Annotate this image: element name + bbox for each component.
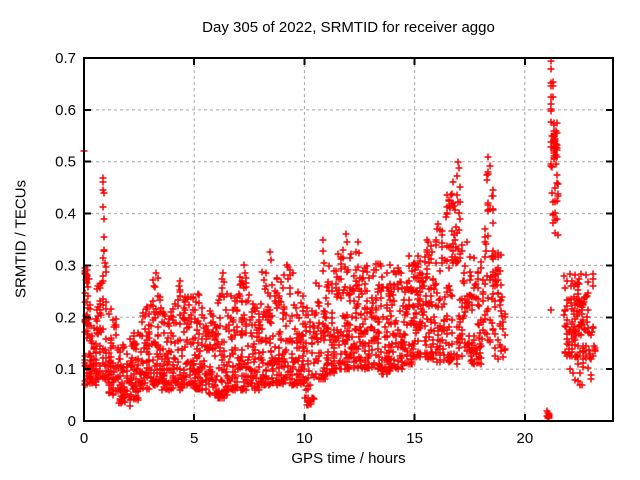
y-tick-label: 0.1 [55,361,76,378]
y-tick-labels: 0 0.1 0.2 0.3 0.4 0.5 0.6 0.7 [55,50,76,430]
x-tick-label: 0 [80,430,88,447]
y-tick-label: 0.5 [55,154,76,171]
x-tick-label: 15 [406,430,423,447]
x-axis-label: GPS time / hours [291,450,406,467]
y-tick-label: 0.2 [55,309,76,326]
y-axis-label: SRMTID / TECUs [12,179,30,299]
chart-title: Day 305 of 2022, SRMTID for receiver agg… [202,19,495,36]
y-tick-label: 0.7 [55,50,76,67]
x-tick-label: 5 [190,430,198,447]
plot-border [83,57,614,422]
axis-ticks [83,57,613,422]
y-tick-label: 0.4 [55,206,76,223]
y-tick-label: 0 [68,413,76,430]
x-tick-label: 20 [516,430,533,447]
x-tick-labels: 0 5 10 15 20 [80,430,533,447]
x-tick-label: 10 [296,430,313,447]
y-tick-label: 0.6 [55,102,76,119]
scatter-points [80,57,599,422]
y-tick-label: 0.3 [55,257,76,274]
